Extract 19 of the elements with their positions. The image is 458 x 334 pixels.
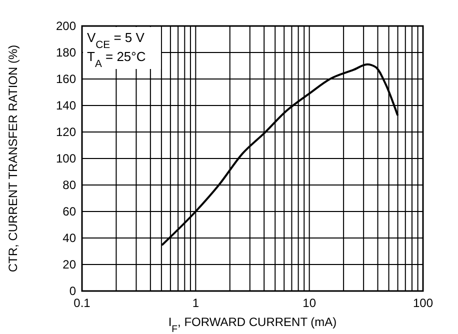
x-axis-title: I$_{F}$, FORWARD CURRENT (mA) — [168, 315, 337, 334]
y-tick-label: 60 — [62, 204, 76, 218]
y-tick-label: 80 — [62, 178, 76, 192]
y-tick-label: 160 — [56, 72, 76, 86]
y-tick-label: 200 — [56, 19, 76, 33]
y-tick-label: 180 — [56, 46, 76, 60]
y-tick-label: 100 — [56, 152, 76, 166]
y-tick-label: 140 — [56, 98, 76, 112]
x-tick-label: 10 — [302, 296, 316, 310]
x-tick-label: 100 — [412, 296, 434, 310]
y-tick-label: 0 — [69, 284, 76, 298]
y-axis-title: CTR, CURRENT TRANSFER RATION (%) — [6, 44, 20, 272]
x-tick-label: 0.1 — [74, 296, 91, 310]
annotation: T$_{A}$ = 25°C — [87, 49, 146, 70]
x-tick-label: 1 — [192, 296, 200, 310]
y-tick-label: 20 — [62, 258, 76, 272]
y-tick-label: 40 — [62, 231, 76, 245]
y-tick-label: 120 — [56, 125, 76, 139]
annotation: V$_{CE}$ = 5 V — [87, 30, 145, 50]
